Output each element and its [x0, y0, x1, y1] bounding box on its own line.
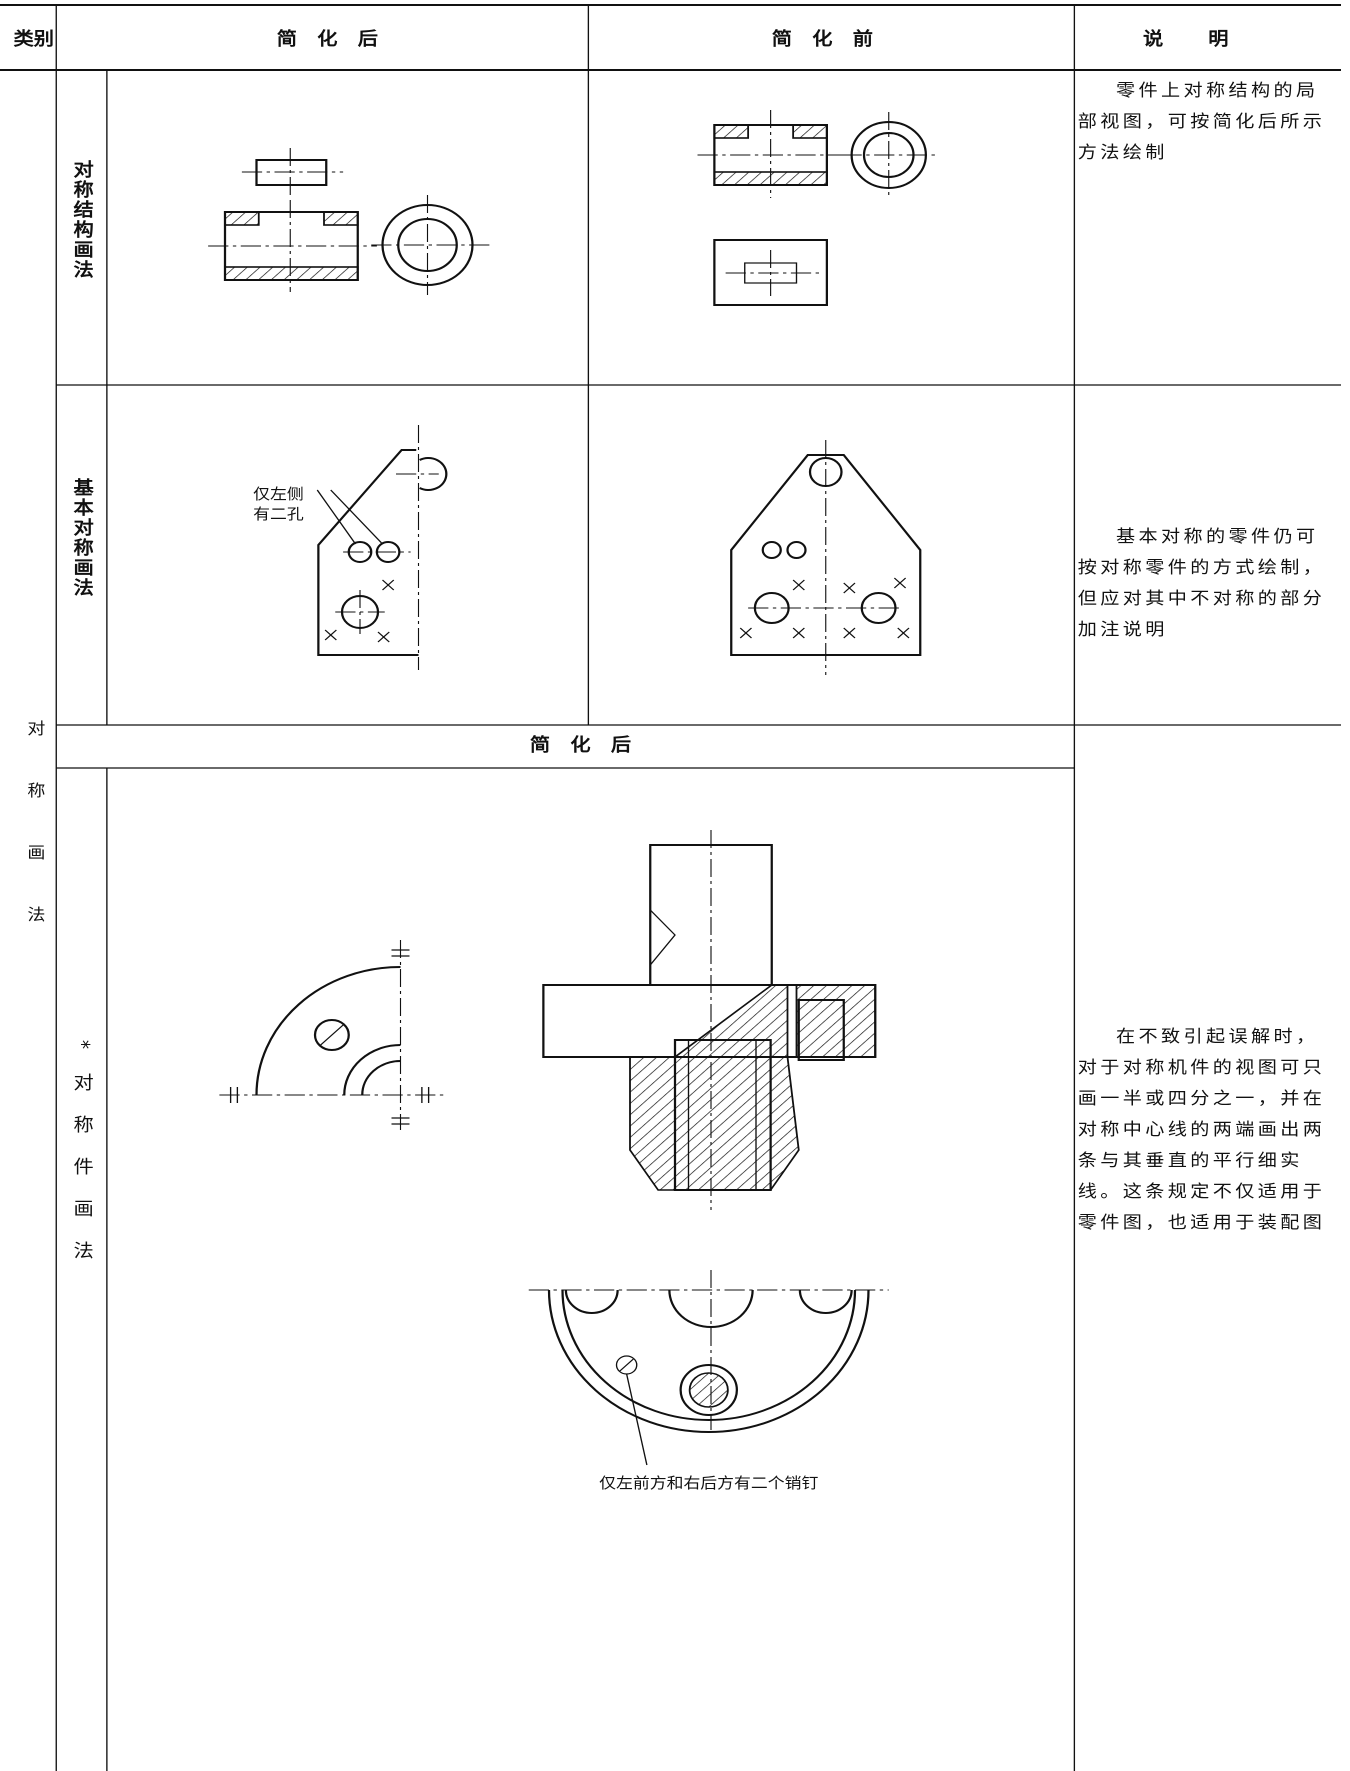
note-box: 在不致引起误解时，对于对称机件的视图可只画一半或四分之一，并在对称中心线的两端画… [1077, 1027, 1326, 1233]
header-category: 类别 [14, 28, 54, 50]
subheader: 简化后 [530, 734, 651, 756]
category-label: 对称画法 [23, 720, 45, 968]
table-grid [0, 4, 1341, 1771]
header-note: 说明 [1143, 28, 1273, 50]
note-box: 零件上对称结构的局部视图，可按简化后所示方法绘制 [1077, 81, 1326, 163]
note: 零件上对称结构的局部视图，可按简化后所示方法绘制 [1077, 81, 1326, 163]
note: 基本对称的零件仍可按对称零件的方式绘制，但应对其中不对称的部分加注说明 [1077, 527, 1326, 640]
drawing [697, 110, 940, 306]
drawing [730, 440, 922, 675]
drawing: 仅左前方和右后方有二个销钉 [219, 830, 889, 1492]
note: 在不致引起误解时，对于对称机件的视图可只画一半或四分之一，并在对称中心线的两端画… [1077, 1027, 1326, 1233]
header-before: 简化前 [772, 28, 893, 50]
header-after: 简化后 [277, 28, 398, 50]
drawing: 仅左侧 有二孔 [253, 425, 448, 670]
annotation: 仅左侧 [253, 485, 304, 503]
row-label: 基本对称画法 [70, 477, 94, 598]
row-label: 对称结构画法 [70, 159, 94, 280]
note-box: 基本对称的零件仍可按对称零件的方式绘制，但应对其中不对称的部分加注说明 [1077, 527, 1326, 640]
annotation: 有二孔 [253, 505, 304, 523]
drawing [208, 148, 490, 295]
annotation: 仅左前方和右后方有二个销钉 [599, 1474, 818, 1492]
row-label: *对称件画法 [70, 1040, 94, 1283]
